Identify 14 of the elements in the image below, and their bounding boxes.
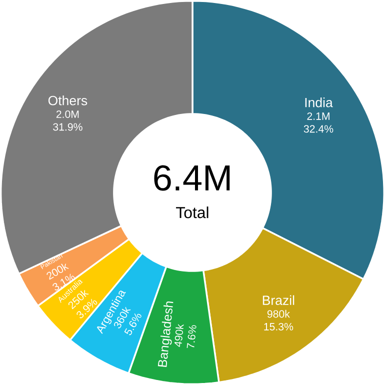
data-label: 7.6% [186, 325, 196, 348]
text: 6.4M [154, 165, 230, 191]
text: 2.1M [307, 112, 330, 120]
slice-label: Bangladesh [158, 302, 174, 367]
data-label: 31.9% [53, 123, 82, 131]
slice-label: Others [48, 96, 88, 106]
slice-label: Brazil [262, 295, 294, 306]
data-label: 32.4% [304, 125, 334, 133]
text: Total [176, 206, 208, 218]
text: 490k [174, 324, 184, 347]
slice-label: India [305, 97, 333, 108]
text: 2.0M [56, 110, 79, 118]
text: 980k [267, 310, 290, 318]
data-label: 15.3% [264, 322, 294, 330]
